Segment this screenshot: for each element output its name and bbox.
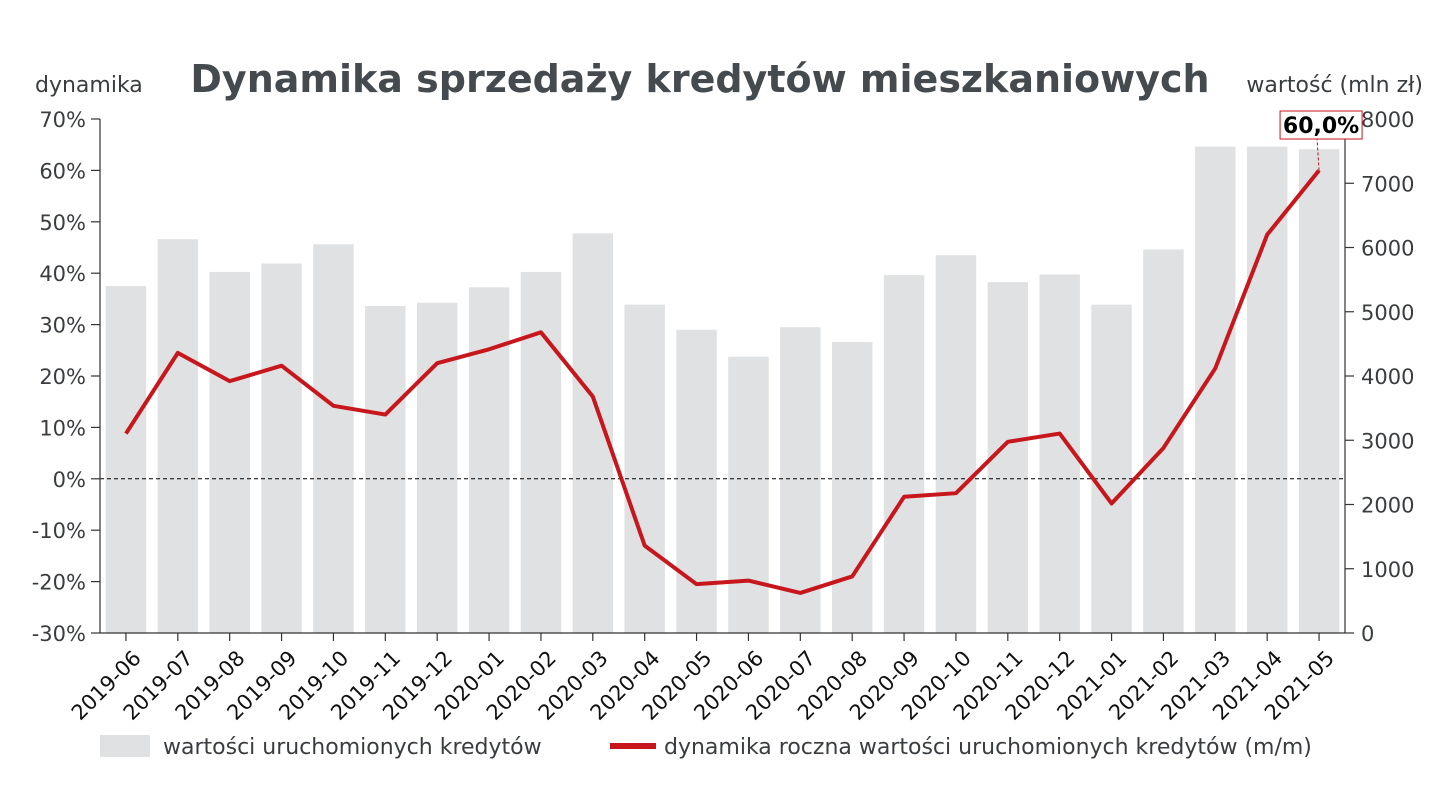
right-tick-label: 7000 xyxy=(1361,172,1414,196)
bar xyxy=(313,244,354,633)
left-tick-label: -20% xyxy=(32,571,86,595)
bar xyxy=(520,271,562,633)
right-axis: 8000 7000 6000 5000 4000 3000 2000 1000 0 xyxy=(1344,108,1414,646)
bar xyxy=(1298,149,1340,633)
legend-bar-label: wartości uruchomionych kredytów xyxy=(163,735,542,760)
value-callout: 60,0% xyxy=(1279,110,1363,171)
bar xyxy=(728,356,769,633)
left-tick-label: 30% xyxy=(39,314,86,338)
legend-bar-swatch xyxy=(100,735,150,757)
bar xyxy=(676,329,717,633)
bar xyxy=(831,341,873,633)
bar xyxy=(468,287,510,633)
bar xyxy=(261,263,302,633)
left-tick-label: 10% xyxy=(39,416,86,440)
right-tick-label: 0 xyxy=(1361,622,1374,646)
left-tick-label: 60% xyxy=(39,159,86,183)
x-axis: 2019-062019-072019-082019-092019-102019-… xyxy=(67,632,1345,725)
bar xyxy=(157,239,199,633)
callout-leader xyxy=(1316,138,1320,171)
right-tick-label: 2000 xyxy=(1361,494,1414,518)
left-tick-label: -10% xyxy=(32,519,86,543)
bar xyxy=(365,305,406,633)
right-axis-title: wartość (mln zł) xyxy=(1246,73,1423,98)
bar xyxy=(209,271,250,633)
left-tick-label: 20% xyxy=(39,365,86,389)
left-tick-label: 0% xyxy=(53,468,86,492)
chart-title: Dynamika sprzedaży kredytów mieszkaniowy… xyxy=(190,57,1209,101)
bar-series xyxy=(105,146,1340,634)
right-tick-label: 1000 xyxy=(1361,558,1414,582)
left-tick-label: 70% xyxy=(39,108,86,132)
right-tick-label: 3000 xyxy=(1361,429,1414,453)
bar xyxy=(1091,304,1132,633)
bar xyxy=(883,275,925,633)
left-tick-label: 50% xyxy=(39,211,86,235)
callout-box xyxy=(1279,110,1363,140)
bar xyxy=(1246,146,1288,633)
bar xyxy=(1143,249,1184,634)
right-tick-label: 6000 xyxy=(1361,237,1414,261)
bar xyxy=(105,286,147,633)
legend: wartości uruchomionych kredytów dynamika… xyxy=(100,735,1312,760)
left-tick-label: -30% xyxy=(32,622,86,646)
bar xyxy=(624,304,665,633)
legend-line-label: dynamika roczna wartości uruchomionych k… xyxy=(664,735,1312,760)
callout-label: 60,0% xyxy=(1283,114,1359,139)
right-tick-label: 5000 xyxy=(1361,301,1414,325)
left-axis-title: dynamika xyxy=(35,73,143,98)
bar xyxy=(780,327,821,633)
bar xyxy=(935,255,977,633)
left-axis: 70% 60% 50% 40% 30% 20% 10% 0% -10% -20% -30% xyxy=(32,108,101,646)
left-tick-label: 40% xyxy=(39,262,86,286)
bar xyxy=(416,302,458,633)
right-tick-label: 4000 xyxy=(1361,365,1414,389)
growth-line xyxy=(124,169,1321,595)
right-tick-label: 8000 xyxy=(1361,108,1414,132)
